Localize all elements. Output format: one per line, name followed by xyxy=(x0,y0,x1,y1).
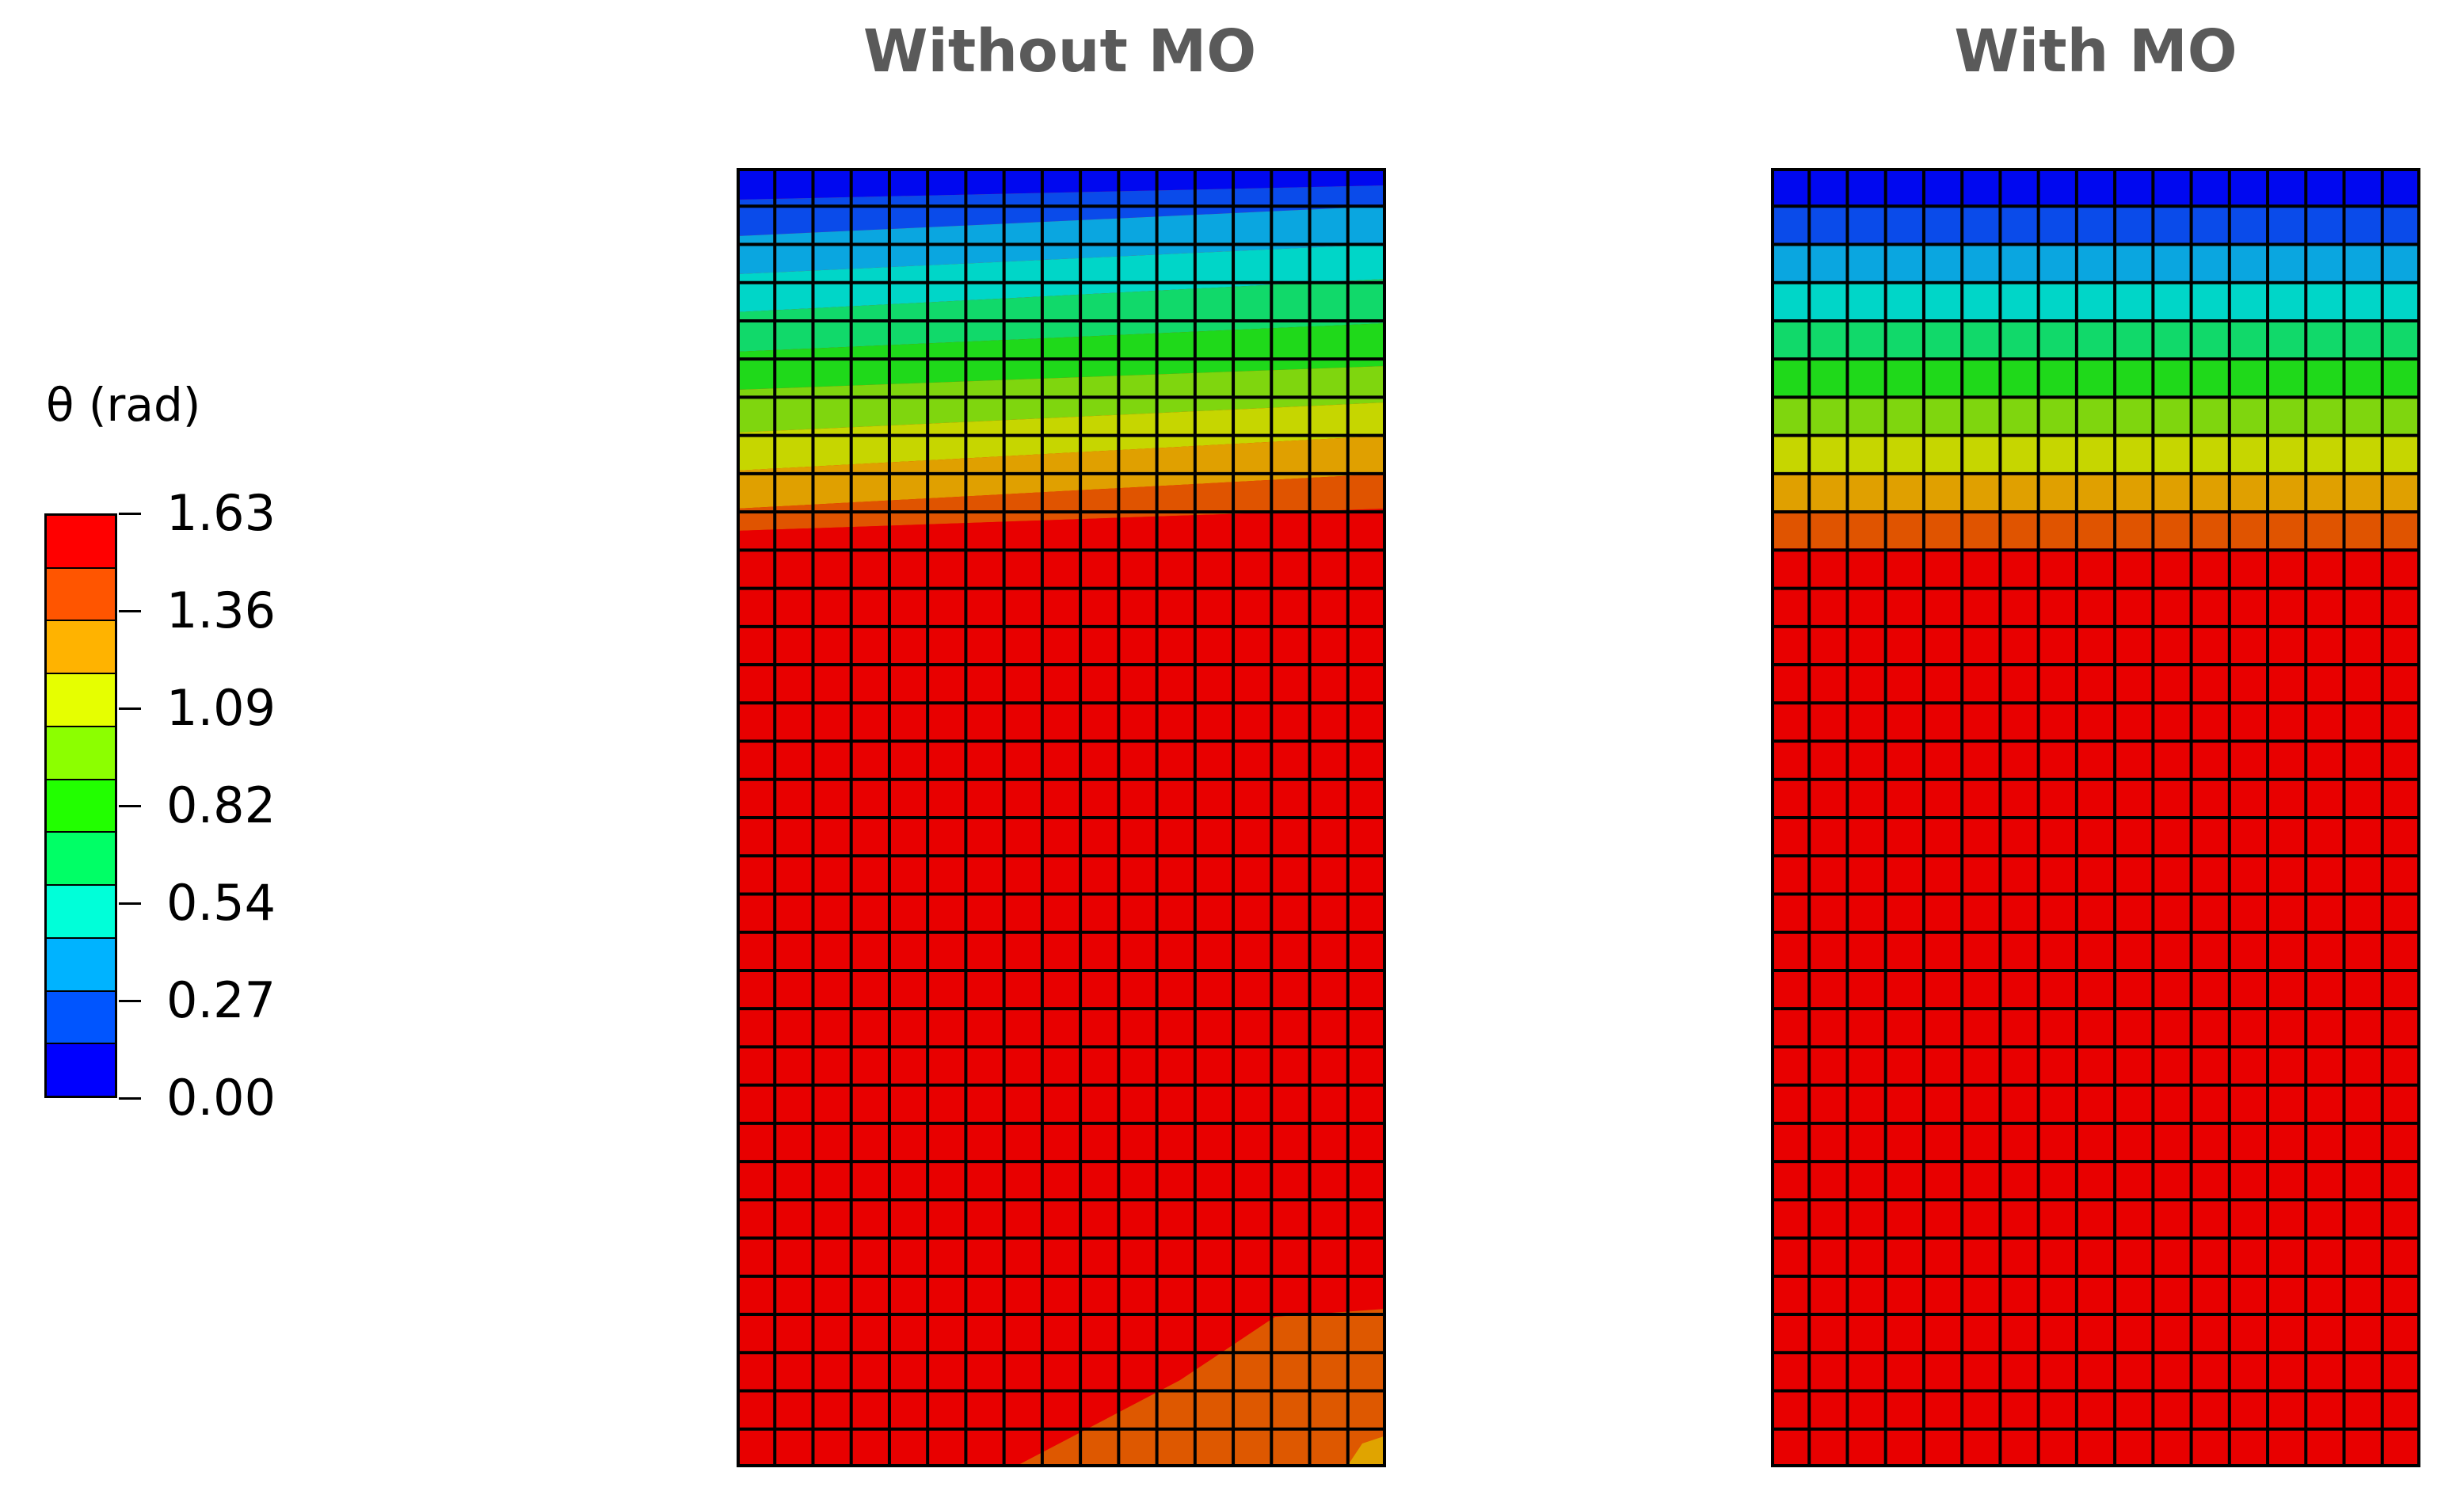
colorbar-swatch xyxy=(47,780,115,833)
colorbar-swatch xyxy=(47,938,115,992)
band-blue xyxy=(737,185,1386,236)
colorbar-tick xyxy=(119,902,141,905)
colorbar-swatch xyxy=(47,1044,115,1096)
panel-title-without-mo: Without MO xyxy=(863,17,1257,86)
colorbar-tick-label: 0.27 xyxy=(166,971,276,1029)
band-yellow-green xyxy=(1771,396,2420,434)
band-light-blue xyxy=(1771,244,2420,282)
bottom-yellow-spot xyxy=(1346,1436,1386,1467)
band-dark-orange xyxy=(737,474,1386,531)
colorbar-tick-label: 1.36 xyxy=(166,582,276,639)
band-blue xyxy=(1771,206,2420,244)
band-cyan xyxy=(737,244,1386,312)
panel-title-with-mo: With MO xyxy=(1954,17,2237,86)
colorbar-swatch xyxy=(47,727,115,780)
band-yellow-green xyxy=(737,366,1386,433)
band-yellow xyxy=(1771,434,2420,472)
band-green xyxy=(1771,358,2420,396)
contour-plot-with-mo xyxy=(1771,168,2420,1467)
colorbar-tick-label: 0.00 xyxy=(166,1069,276,1127)
band-blue-top xyxy=(1771,168,2420,206)
colorbar-swatch xyxy=(47,833,115,887)
colorbar xyxy=(44,513,117,1098)
colorbar-swatch xyxy=(47,991,115,1045)
colorbar-swatch xyxy=(47,674,115,727)
band-green xyxy=(737,323,1386,390)
colorbar-tick xyxy=(119,610,141,612)
colorbar-tick-label: 0.82 xyxy=(166,776,276,834)
colorbar-tick xyxy=(119,513,141,515)
colorbar-tick xyxy=(119,707,141,710)
band-dark-blue xyxy=(737,168,1386,200)
colorbar-tick-label: 1.09 xyxy=(166,679,276,737)
colorbar-tick xyxy=(119,805,141,807)
mesh-grid-left xyxy=(737,168,1386,1467)
colorbar-tick xyxy=(119,1000,141,1002)
colorbar-tick-label: 1.63 xyxy=(166,484,276,542)
band-orange xyxy=(1771,472,2420,510)
contour-plot-without-mo xyxy=(737,168,1386,1467)
band-teal-green xyxy=(1771,320,2420,358)
band-red-edge xyxy=(737,509,1386,543)
band-teal-green xyxy=(737,279,1386,352)
colorbar-tick-label: 0.54 xyxy=(166,874,276,932)
colorbar-swatch xyxy=(47,568,115,622)
colorbar-swatch xyxy=(47,516,115,569)
band-light-blue xyxy=(737,206,1386,274)
band-cyan xyxy=(1771,282,2420,320)
colorbar-tick xyxy=(119,1097,141,1100)
legend-title: θ (rad) xyxy=(46,378,201,432)
colorbar-swatch xyxy=(47,621,115,675)
mesh-grid-right xyxy=(1771,168,2420,1467)
colorbar-swatch xyxy=(47,886,115,939)
band-dark-orange xyxy=(1771,510,2420,548)
